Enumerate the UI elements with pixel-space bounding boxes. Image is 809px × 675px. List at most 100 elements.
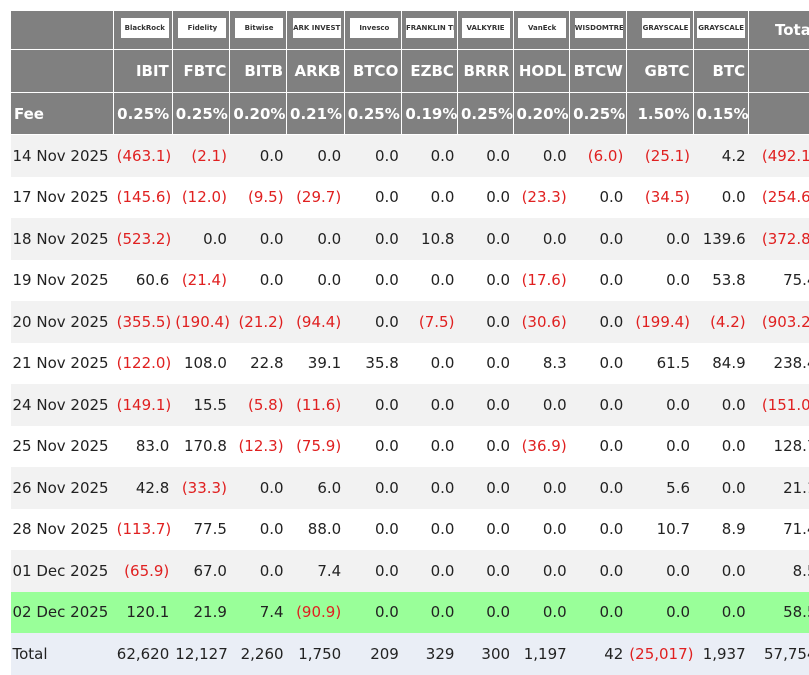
flow-cell: 39.1 bbox=[287, 343, 345, 385]
flow-cell: 7.4 bbox=[230, 592, 287, 634]
flow-cell: (122.0) bbox=[114, 343, 173, 385]
total-flow-cell: 8.5 bbox=[749, 550, 809, 592]
total-value: 209 bbox=[344, 633, 402, 675]
logo-cell: FRANKLIN TEMPLETON bbox=[402, 11, 458, 50]
flow-cell: 88.0 bbox=[287, 509, 345, 551]
flow-cell: 0.0 bbox=[287, 260, 345, 302]
flow-cell: (5.8) bbox=[230, 384, 287, 426]
flow-cell: 0.0 bbox=[457, 177, 513, 219]
flow-cell: 0.0 bbox=[693, 467, 749, 509]
flow-cell: 0.0 bbox=[626, 550, 693, 592]
flow-cell: (523.2) bbox=[114, 218, 173, 260]
flow-cell: 35.8 bbox=[344, 343, 402, 385]
flow-cell: 0.0 bbox=[230, 218, 287, 260]
total-value: 42 bbox=[570, 633, 627, 675]
flow-cell: 0.0 bbox=[402, 509, 458, 551]
fee-value: 0.25% bbox=[457, 93, 513, 135]
total-flow-cell: (903.2) bbox=[749, 301, 809, 343]
flow-cell: 0.0 bbox=[402, 177, 458, 219]
flow-cell: (30.6) bbox=[513, 301, 570, 343]
issuer-logo: ARK INVEST bbox=[293, 18, 341, 38]
flow-cell: 0.0 bbox=[457, 509, 513, 551]
flow-cell: (29.7) bbox=[287, 177, 345, 219]
total-flow-cell: 58.5 bbox=[749, 592, 809, 634]
flow-cell: 0.0 bbox=[626, 218, 693, 260]
total-flow-cell: 71.4 bbox=[749, 509, 809, 551]
flow-cell: 10.8 bbox=[402, 218, 458, 260]
empty-cell bbox=[749, 93, 809, 135]
flow-cell: (90.9) bbox=[287, 592, 345, 634]
flow-cell: (23.3) bbox=[513, 177, 570, 219]
logo-cell: GRAYSCALE bbox=[693, 11, 749, 50]
flow-cell: 0.0 bbox=[230, 260, 287, 302]
issuer-logo: FRANKLIN TEMPLETON bbox=[406, 18, 454, 38]
total-flow-cell: 128.7 bbox=[749, 426, 809, 468]
flow-cell: (463.1) bbox=[114, 135, 173, 177]
date-cell: 01 Dec 2025 bbox=[11, 550, 114, 592]
date-cell: 18 Nov 2025 bbox=[11, 218, 114, 260]
flow-cell: 60.6 bbox=[114, 260, 173, 302]
total-value: 300 bbox=[457, 633, 513, 675]
date-cell: 14 Nov 2025 bbox=[11, 135, 114, 177]
flow-cell: 0.0 bbox=[344, 426, 402, 468]
flow-cell: 0.0 bbox=[513, 135, 570, 177]
total-flow-cell: (254.6) bbox=[749, 177, 809, 219]
flow-cell: 0.0 bbox=[457, 592, 513, 634]
total-flow-cell: (372.8) bbox=[749, 218, 809, 260]
flow-cell: 0.0 bbox=[457, 467, 513, 509]
fee-value: 1.50% bbox=[626, 93, 693, 135]
flow-cell: 0.0 bbox=[693, 384, 749, 426]
fee-value: 0.15% bbox=[693, 93, 749, 135]
fee-value: 0.21% bbox=[287, 93, 345, 135]
total-value: 12,127 bbox=[172, 633, 230, 675]
flow-cell: 0.0 bbox=[402, 260, 458, 302]
flow-cell: (9.5) bbox=[230, 177, 287, 219]
flow-cell: (149.1) bbox=[114, 384, 173, 426]
date-cell: 25 Nov 2025 bbox=[11, 426, 114, 468]
flow-cell: (25.1) bbox=[626, 135, 693, 177]
flow-cell: 170.8 bbox=[172, 426, 230, 468]
issuer-logo: Bitwise bbox=[235, 18, 283, 38]
flow-cell: 0.0 bbox=[513, 550, 570, 592]
flow-cell: 0.0 bbox=[230, 509, 287, 551]
corner-cell bbox=[11, 50, 114, 93]
ticker-header: EZBC bbox=[402, 50, 458, 93]
date-cell: 26 Nov 2025 bbox=[11, 467, 114, 509]
date-cell: 28 Nov 2025 bbox=[11, 509, 114, 551]
flow-cell: 0.0 bbox=[172, 218, 230, 260]
flow-cell: 0.0 bbox=[693, 550, 749, 592]
flow-cell: 0.0 bbox=[570, 177, 627, 219]
fee-value: 0.25% bbox=[344, 93, 402, 135]
total-value: 62,620 bbox=[114, 633, 173, 675]
flow-cell: 120.1 bbox=[114, 592, 173, 634]
flow-cell: 0.0 bbox=[230, 135, 287, 177]
total-value: 1,937 bbox=[693, 633, 749, 675]
flow-cell: (2.1) bbox=[172, 135, 230, 177]
flow-cell: 83.0 bbox=[114, 426, 173, 468]
total-value: 1,750 bbox=[287, 633, 345, 675]
flow-cell: 0.0 bbox=[693, 426, 749, 468]
date-cell: 02 Dec 2025 bbox=[11, 592, 114, 634]
total-value: 2,260 bbox=[230, 633, 287, 675]
flow-cell: (21.2) bbox=[230, 301, 287, 343]
flow-cell: (21.4) bbox=[172, 260, 230, 302]
flow-cell: 0.0 bbox=[457, 218, 513, 260]
flow-cell: 139.6 bbox=[693, 218, 749, 260]
logo-cell: Fidelity bbox=[172, 11, 230, 50]
flow-cell: 0.0 bbox=[513, 592, 570, 634]
flow-cell: 0.0 bbox=[344, 301, 402, 343]
logo-cell: ARK INVEST bbox=[287, 11, 345, 50]
date-cell: 19 Nov 2025 bbox=[11, 260, 114, 302]
flow-cell: 0.0 bbox=[344, 177, 402, 219]
flow-cell: 10.7 bbox=[626, 509, 693, 551]
flow-cell: 0.0 bbox=[344, 218, 402, 260]
flow-cell: 108.0 bbox=[172, 343, 230, 385]
total-label: Total bbox=[11, 633, 114, 675]
